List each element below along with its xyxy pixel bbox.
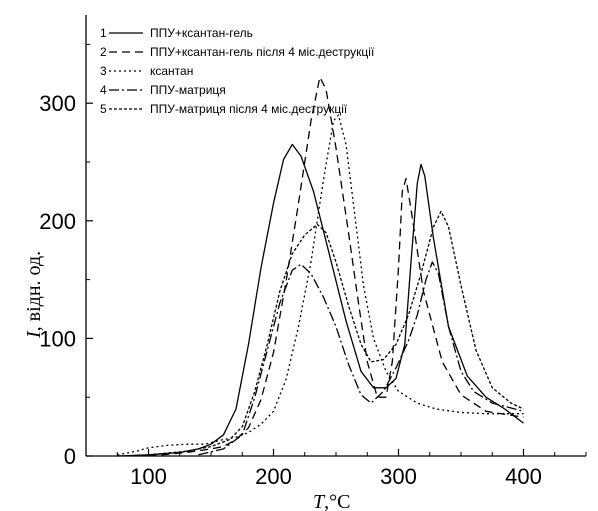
y-tick-label: 200 (39, 209, 76, 234)
series-line-2 (148, 76, 524, 457)
legend-label: ППУ+ксантан-гель (150, 26, 253, 40)
axes (85, 15, 586, 457)
x-tick-label: 100 (130, 464, 167, 489)
x-tick-label: 300 (380, 464, 417, 489)
y-tick-label: 100 (39, 326, 76, 351)
legend: 1 ППУ+ксантан-гель 2 ППУ+ксантан-гель після… (100, 26, 375, 116)
legend-number: 3 (100, 64, 107, 78)
x-axis-title: T,°C (313, 491, 350, 511)
legend-number: 1 (100, 26, 107, 40)
legend-number: 2 (100, 45, 107, 59)
legend-number: 4 (100, 83, 107, 97)
ticks: 100 200 300 400 0 100 200 300 (39, 43, 587, 489)
series-line-3 (117, 114, 524, 456)
y-tick-label: 0 (64, 444, 76, 469)
series-layer (117, 76, 524, 457)
legend-number: 5 (100, 102, 107, 116)
series-line-5 (148, 210, 524, 456)
series-line-1 (117, 143, 524, 457)
x-tick-label: 400 (505, 464, 542, 489)
x-tick-label: 200 (255, 464, 292, 489)
legend-label: ксантан (150, 64, 193, 78)
series-line-4 (198, 261, 524, 456)
y-axis-title: I, відн. од. (23, 251, 45, 339)
y-tick-label: 300 (39, 91, 76, 116)
legend-label: ППУ+ксантан-гель після 4 міс.деструкції (150, 45, 375, 59)
legend-label: ППУ-матриця (150, 83, 226, 97)
legend-label: ППУ-матриця після 4 міс.деструкції (150, 102, 348, 116)
